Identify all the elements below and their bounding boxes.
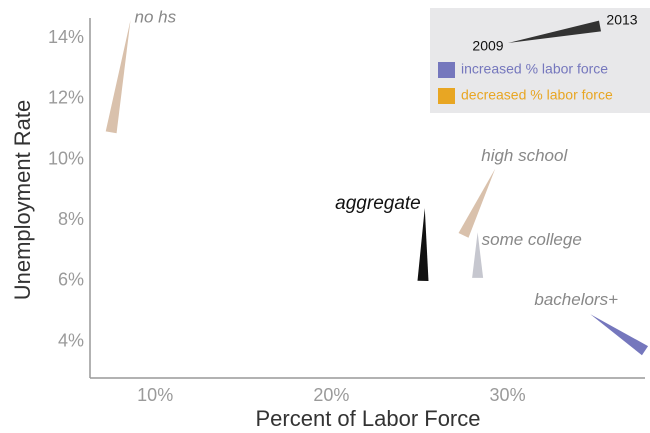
series-label: high school (481, 146, 568, 165)
wedge (417, 208, 429, 282)
x-tick-label: 30% (490, 385, 526, 405)
wedge (458, 168, 496, 238)
series-label: some college (482, 230, 582, 249)
legend-end: 2013 (606, 12, 637, 28)
legend-label: decreased % labor force (461, 87, 613, 103)
series-label: aggregate (335, 193, 421, 214)
y-tick-label: 14% (48, 27, 84, 47)
legend-start: 2009 (472, 38, 503, 54)
wedge (105, 20, 131, 134)
legend-swatch (438, 62, 455, 78)
wedge (472, 232, 484, 278)
legend-box (430, 8, 650, 113)
series-label: bachelors+ (534, 290, 618, 309)
legend-wedge (508, 20, 601, 43)
y-tick-label: 10% (48, 148, 84, 168)
y-tick-label: 12% (48, 88, 84, 108)
y-axis-title: Unemployment Rate (10, 100, 35, 301)
x-tick-label: 20% (313, 385, 349, 405)
x-axis-title: Percent of Labor Force (255, 406, 480, 431)
y-tick-label: 6% (58, 270, 84, 290)
legend-label: increased % labor force (461, 61, 608, 77)
wedge (590, 314, 649, 356)
x-tick-label: 10% (137, 385, 173, 405)
y-tick-label: 4% (58, 330, 84, 350)
series-label: no hs (135, 7, 177, 26)
y-tick-label: 8% (58, 209, 84, 229)
legend-swatch (438, 88, 455, 104)
